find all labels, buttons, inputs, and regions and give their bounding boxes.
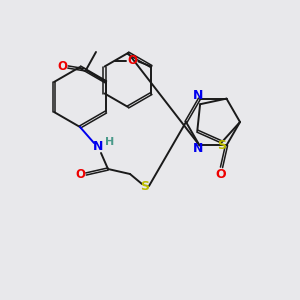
Text: N: N	[193, 142, 204, 155]
Text: N: N	[193, 89, 204, 102]
Text: S: S	[140, 179, 149, 193]
Text: S: S	[218, 139, 226, 152]
Text: N: N	[93, 140, 103, 154]
Text: O: O	[57, 61, 67, 74]
Text: O: O	[215, 168, 226, 181]
Text: O: O	[75, 167, 85, 181]
Text: O: O	[128, 54, 137, 67]
Text: H: H	[105, 137, 115, 147]
